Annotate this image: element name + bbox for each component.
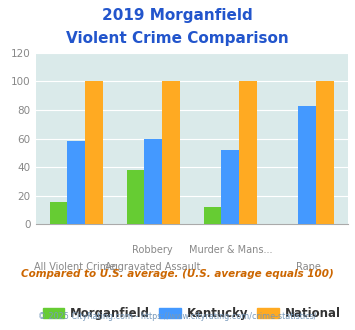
Text: 2019 Morganfield: 2019 Morganfield (102, 8, 253, 23)
Bar (85, 82, 103, 224)
Bar (50, 202, 67, 224)
Bar (144, 139, 162, 224)
Legend: Morganfield, Kentucky, National: Morganfield, Kentucky, National (38, 302, 345, 325)
Text: © 2025 CityRating.com - https://www.cityrating.com/crime-statistics/: © 2025 CityRating.com - https://www.city… (38, 312, 317, 321)
Bar (162, 82, 180, 224)
Text: Robbery: Robbery (132, 245, 173, 255)
Text: All Violent Crime: All Violent Crime (34, 262, 115, 272)
Bar (221, 150, 239, 224)
Text: Compared to U.S. average. (U.S. average equals 100): Compared to U.S. average. (U.S. average … (21, 269, 334, 279)
Bar (298, 106, 316, 224)
Bar (67, 142, 85, 224)
Text: Rape: Rape (296, 262, 321, 272)
Text: Violent Crime Comparison: Violent Crime Comparison (66, 31, 289, 46)
Bar (316, 82, 334, 224)
Text: Murder & Mans...: Murder & Mans... (189, 245, 273, 255)
Bar (204, 207, 221, 224)
Text: Aggravated Assault: Aggravated Assault (105, 262, 201, 272)
Bar (239, 82, 257, 224)
Bar (127, 170, 144, 224)
